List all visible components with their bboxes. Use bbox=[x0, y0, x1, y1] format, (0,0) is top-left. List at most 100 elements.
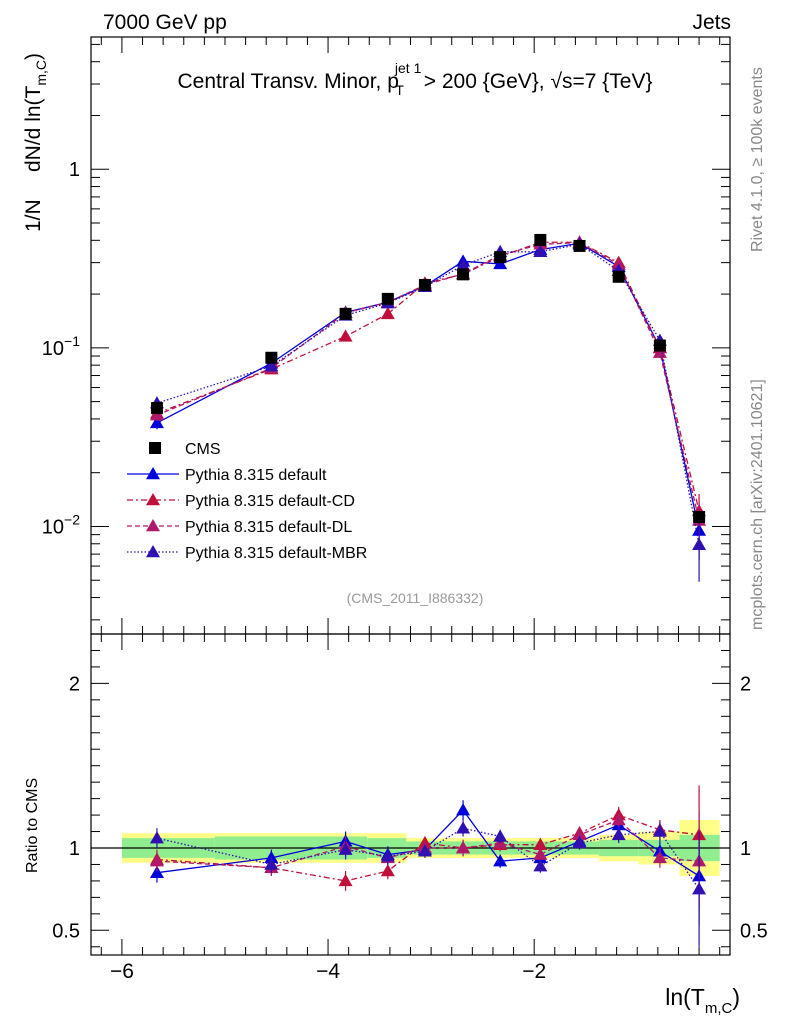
legend-label: Pythia 8.315 default bbox=[185, 467, 327, 484]
ratio-series-layer bbox=[149, 785, 707, 947]
main-y-tick-label: 10−2 bbox=[42, 511, 80, 538]
ratio-marker bbox=[652, 824, 667, 837]
cms-data-point bbox=[573, 239, 586, 252]
ratio-marker bbox=[149, 854, 164, 867]
legend-label: Pythia 8.315 default-MBR bbox=[185, 545, 367, 562]
series-line-1 bbox=[156, 241, 700, 512]
main-y-tick-label: 10−1 bbox=[42, 333, 80, 360]
cms-data-point bbox=[381, 292, 394, 305]
series-marker bbox=[611, 257, 626, 270]
cms-data-point bbox=[339, 307, 352, 320]
main-y-axis-title: 1/N dN/d ln(Tm,C) bbox=[22, 53, 49, 232]
main-y-tick-label: 1 bbox=[69, 159, 80, 181]
main-series-layer bbox=[149, 233, 707, 582]
mcplots-label: mcplots.cern.ch [arXiv:2401.10621] bbox=[749, 379, 766, 630]
series-marker bbox=[149, 415, 164, 429]
ratio-marker bbox=[456, 821, 471, 834]
ratio-line-0 bbox=[156, 809, 700, 877]
ratio-line-3 bbox=[156, 827, 700, 890]
cms-data-point bbox=[418, 278, 431, 291]
main-y-axis-close: ) bbox=[22, 53, 45, 60]
cms-data-point bbox=[534, 233, 547, 246]
ratio-marker bbox=[533, 847, 548, 860]
cms-data-point bbox=[612, 270, 625, 283]
ratio-y-tick-label-right: 2 bbox=[740, 673, 751, 695]
x-axis-title-main: ln(T bbox=[665, 984, 705, 1010]
ratio-panel-frame bbox=[90, 633, 731, 956]
ratio-marker bbox=[493, 829, 508, 842]
legend-marker bbox=[146, 545, 160, 558]
legend-marker bbox=[146, 519, 160, 532]
ratio-marker bbox=[692, 882, 707, 895]
main-y-axis-main: dN/d ln(T bbox=[22, 85, 45, 172]
x-tick-label: −6 bbox=[110, 960, 134, 983]
ratio-marker bbox=[533, 837, 548, 850]
ratio-bands bbox=[91, 820, 730, 876]
ratio-marker bbox=[380, 864, 395, 877]
ratio-y-tick-label-left: 1 bbox=[69, 838, 80, 860]
ratio-marker bbox=[533, 859, 548, 872]
ratio-marker bbox=[338, 842, 353, 855]
ratio-marker bbox=[380, 849, 395, 862]
ratio-y-tick-label-right: 0.5 bbox=[740, 920, 768, 942]
series-marker bbox=[149, 408, 164, 421]
series-marker bbox=[692, 537, 707, 550]
cms-data-point bbox=[457, 268, 470, 281]
ratio-y-tick-label-left: 2 bbox=[69, 673, 80, 695]
ratio-marker bbox=[417, 844, 432, 857]
cms-data-point bbox=[150, 402, 163, 415]
series-marker bbox=[456, 258, 471, 271]
series-marker bbox=[533, 244, 548, 258]
rivet-version-label: Rivet 4.1.0, ≥ 100k events bbox=[749, 67, 766, 252]
series-marker bbox=[338, 329, 353, 342]
legend-cms-label: CMS bbox=[185, 441, 221, 458]
series-marker bbox=[380, 306, 395, 320]
ratio-marker bbox=[572, 827, 587, 841]
plot-title-sup: jet 1 bbox=[394, 60, 422, 76]
main-y-axis-sub: m,C bbox=[33, 60, 49, 86]
ratio-marker bbox=[149, 831, 164, 844]
ratio-marker bbox=[572, 836, 587, 849]
legend-label: Pythia 8.315 default-DL bbox=[185, 519, 352, 536]
ratio-marker bbox=[149, 865, 164, 878]
x-axis-title: ln(Tm,C) bbox=[665, 984, 740, 1017]
main-y-axis-title-text: dN/d ln(Tm,C) bbox=[22, 53, 49, 172]
ratio-line-2 bbox=[156, 819, 700, 869]
series-marker bbox=[652, 345, 667, 358]
series-marker bbox=[264, 359, 279, 372]
ratio-marker bbox=[611, 827, 626, 841]
x-tick-label: −2 bbox=[522, 960, 546, 983]
ratio-marker bbox=[264, 857, 279, 870]
legend-marker bbox=[146, 467, 160, 480]
header-left-label: 7000 GeV pp bbox=[103, 11, 227, 34]
analysis-label: (CMS_2011_I886332) bbox=[347, 590, 484, 606]
ratio-y-axis-title: Ratio to CMS bbox=[24, 778, 41, 873]
main-axis-ticks: 1 10−1 10−2 bbox=[42, 37, 730, 634]
ratio-marker bbox=[456, 841, 471, 854]
ratio-marker bbox=[456, 803, 471, 816]
ratio-marker bbox=[338, 873, 353, 887]
ratio-axis-ticks: −6 −4 −2 2 2 1 1 0.5 0.5 bbox=[52, 634, 768, 983]
legend-cms-marker bbox=[149, 442, 161, 454]
ratio-marker bbox=[652, 850, 667, 864]
cms-data-point bbox=[265, 351, 278, 364]
ratio-y-tick-label-left: 0.5 bbox=[52, 920, 80, 942]
legend: CMS Pythia 8.315 default Pythia 8.315 defa… bbox=[127, 441, 367, 562]
cms-data-point bbox=[494, 251, 507, 264]
cms-data-point bbox=[693, 510, 706, 523]
ratio-panel: −6 −4 −2 2 2 1 1 0.5 0.5 bbox=[52, 633, 768, 983]
x-tick-label: −4 bbox=[316, 960, 340, 983]
legend-label: Pythia 8.315 default-CD bbox=[185, 493, 355, 510]
plot-title-tail: > 200 {GeV}, √s=7 {TeV} bbox=[418, 70, 653, 93]
plot-title: Central Transv. Minor, pjet 1 T > 200 {Ge… bbox=[178, 60, 653, 98]
x-axis-title-sub: m,C bbox=[705, 1000, 733, 1017]
series-line-2 bbox=[156, 242, 700, 521]
ratio-marker bbox=[493, 854, 508, 867]
plot-title-sub: T bbox=[395, 82, 404, 98]
main-y-axis-prefix: 1/N bbox=[22, 199, 45, 232]
plot-title-main: Central Transv. Minor, p bbox=[178, 70, 399, 93]
header-right-label: Jets bbox=[692, 11, 731, 34]
ratio-line-1 bbox=[156, 814, 700, 882]
main-panel: Central Transv. Minor, pjet 1 T > 200 {Ge… bbox=[42, 36, 731, 635]
